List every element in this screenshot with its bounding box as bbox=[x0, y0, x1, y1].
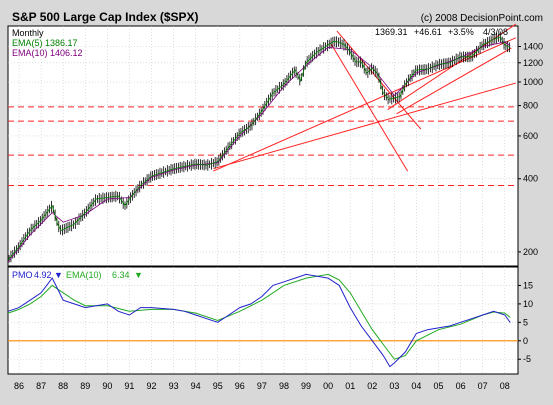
price-y-tick-label: 1400 bbox=[523, 41, 543, 51]
x-tick-label: 00 bbox=[323, 381, 333, 391]
quote-value: 1369.31 bbox=[375, 27, 408, 37]
trend-line bbox=[329, 42, 409, 172]
x-tick-label: 97 bbox=[257, 381, 267, 391]
x-tick-label: 04 bbox=[411, 381, 421, 391]
price-y-tick-label: 800 bbox=[523, 101, 538, 111]
pmo-y-tick-label: 5 bbox=[523, 317, 528, 327]
price-y-axis: 200 400 600 800 1000 1200 1400 bbox=[518, 41, 543, 257]
pmo-series bbox=[7, 273, 511, 368]
x-axis: 86 87 88 89 90 91 92 93 94 95 96 97 98 99 00 01 02 03 04 05… bbox=[14, 381, 510, 391]
trend-line bbox=[213, 82, 516, 170]
ema10-line bbox=[7, 41, 511, 263]
pmo-y-tick-label: 0 bbox=[523, 336, 528, 346]
ema5-legend: EMA(5) 1386.17 bbox=[12, 38, 78, 48]
x-tick-label: 92 bbox=[146, 381, 156, 391]
x-tick-label: 87 bbox=[36, 381, 46, 391]
date-value: 4/3/08 bbox=[483, 27, 508, 37]
pmo-line bbox=[7, 273, 511, 368]
price-y-tick-label: 1000 bbox=[523, 77, 543, 87]
trend-line bbox=[396, 47, 512, 115]
pmo-legend-value: 4.92 bbox=[34, 270, 52, 280]
price-y-tick-label: 1200 bbox=[523, 58, 543, 68]
x-tick-label: 07 bbox=[478, 381, 488, 391]
chart-title: S&P 500 Large Cap Index ($SPX) bbox=[12, 10, 199, 24]
x-tick-label: 06 bbox=[456, 381, 466, 391]
pmo-y-axis: -5 0 5 10 15 bbox=[518, 280, 533, 364]
pmo-legend-name: PMO bbox=[12, 270, 33, 280]
pmo-ema-down-arrow: ▼ bbox=[134, 270, 143, 280]
price-gridlines bbox=[8, 26, 518, 266]
price-series bbox=[7, 36, 511, 263]
x-tick-label: 98 bbox=[279, 381, 289, 391]
pmo-ema-legend-value: 6.34 bbox=[112, 270, 130, 280]
pmo-y-tick-label: 10 bbox=[523, 299, 533, 309]
pmo-panel bbox=[7, 266, 519, 375]
x-tick-label: 02 bbox=[367, 381, 377, 391]
x-tick-label: 95 bbox=[213, 381, 223, 391]
x-tick-label: 86 bbox=[14, 381, 24, 391]
x-tick-label: 93 bbox=[169, 381, 179, 391]
price-y-tick-label: 200 bbox=[523, 247, 538, 257]
pmo-y-tick-label: 15 bbox=[523, 280, 533, 290]
copyright-text: (c) 2008 DecisionPoint.com bbox=[421, 13, 543, 24]
pmo-ema-line bbox=[7, 273, 511, 360]
x-tick-label: 90 bbox=[102, 381, 112, 391]
x-tick-label: 08 bbox=[500, 381, 510, 391]
x-tick-label: 88 bbox=[58, 381, 68, 391]
change-pct-value: +3.5% bbox=[448, 27, 474, 37]
price-y-tick-label: 600 bbox=[523, 131, 538, 141]
x-tick-label: 03 bbox=[389, 381, 399, 391]
price-y-tick-label: 400 bbox=[523, 174, 538, 184]
pmo-ema-legend-name: EMA(10) bbox=[66, 270, 102, 280]
x-tick-label: 05 bbox=[434, 381, 444, 391]
pmo-y-tick-label: -5 bbox=[523, 354, 531, 364]
period-label: Monthly bbox=[12, 28, 44, 38]
x-tick-label: 96 bbox=[235, 381, 245, 391]
x-tick-label: 91 bbox=[124, 381, 134, 391]
x-tick-label: 01 bbox=[345, 381, 355, 391]
change-value: +46.61 bbox=[414, 27, 442, 37]
price-panel bbox=[7, 25, 519, 267]
pmo-down-arrow: ▼ bbox=[54, 270, 63, 280]
x-tick-label: 94 bbox=[191, 381, 201, 391]
ema5-line bbox=[7, 36, 511, 261]
x-tick-label: 89 bbox=[80, 381, 90, 391]
x-tick-label: 99 bbox=[301, 381, 311, 391]
ema10-legend: EMA(10) 1406.12 bbox=[12, 48, 83, 58]
